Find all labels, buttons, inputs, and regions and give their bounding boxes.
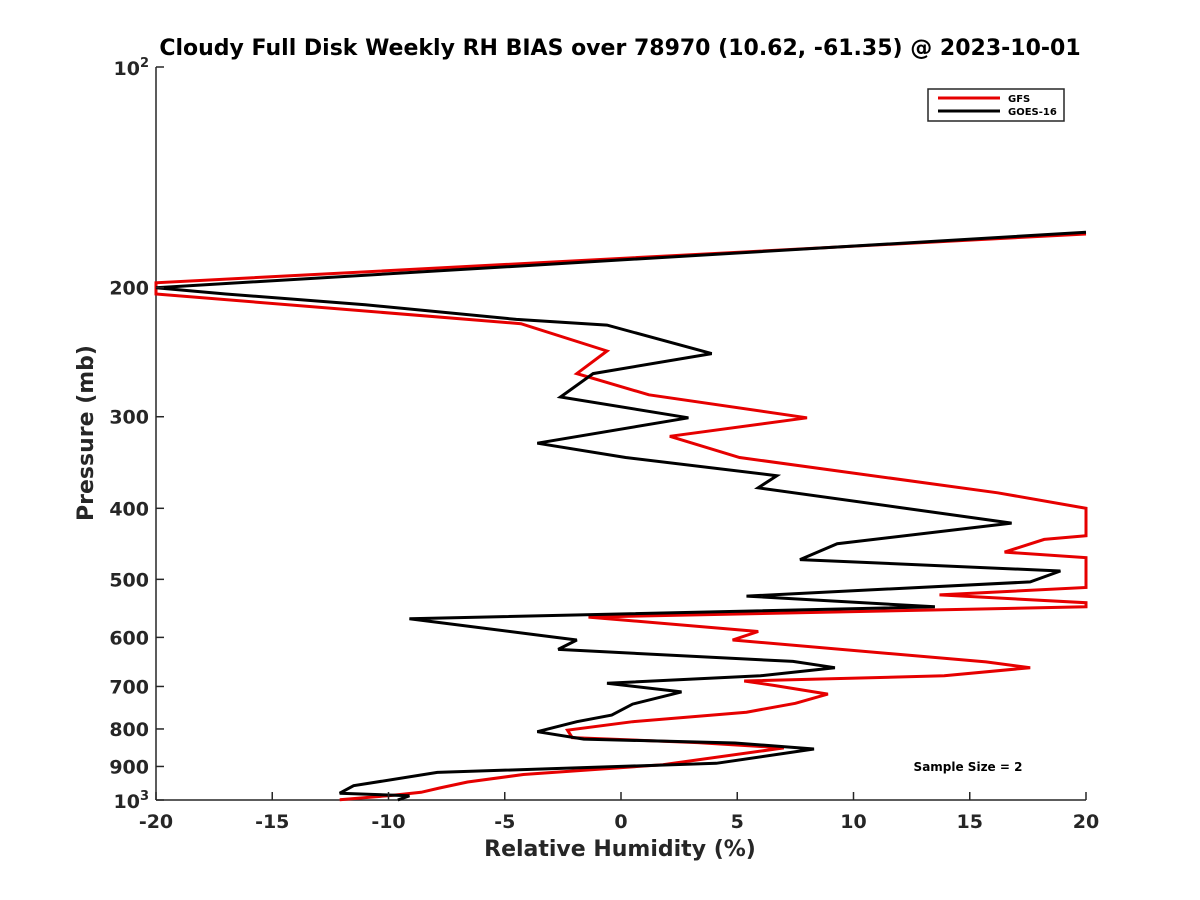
y-tick-label: 500 (109, 569, 149, 591)
y-tick-label: 800 (109, 719, 149, 741)
series-line-goes-16 (155, 230, 1087, 802)
x-tick-label: 20 (1073, 811, 1099, 833)
legend-box (927, 88, 1065, 122)
y-axis: 102 200 300 400 500 600 700 800 900 103 (109, 56, 164, 813)
y-tick-label: 103 (114, 789, 150, 813)
x-tick-label: -10 (371, 811, 405, 833)
x-tick-label: -5 (494, 811, 515, 833)
x-axis: -20 -15 -10 -5 0 5 10 15 20 (139, 792, 1099, 833)
y-axis-label: Pressure (mb) (74, 345, 99, 521)
y-tick-label: 600 (109, 627, 149, 649)
x-axis-label: Relative Humidity (%) (484, 837, 756, 862)
y-tick-label: 102 (114, 56, 150, 80)
x-tick-label: -15 (255, 811, 289, 833)
legend-label-gfs: GFS (1008, 94, 1030, 105)
y-tick-label: 900 (109, 756, 149, 778)
sample-size-annotation: Sample Size = 2 (914, 760, 1023, 774)
x-tick-label: 0 (614, 811, 627, 833)
x-tick-label: -20 (139, 811, 173, 833)
x-tick-label: 15 (957, 811, 983, 833)
legend: GFS GOES-16 (927, 88, 1065, 122)
y-tick-label: 400 (109, 498, 149, 520)
x-tick-label: 5 (731, 811, 744, 833)
chart-title: Cloudy Full Disk Weekly RH BIAS over 789… (159, 36, 1080, 61)
series-line-gfs (154, 232, 1088, 802)
series-layer (154, 230, 1088, 802)
legend-label-goes-16: GOES-16 (1008, 107, 1057, 118)
y-tick-label: 300 (109, 407, 149, 429)
y-tick-label: 200 (109, 278, 149, 300)
x-tick-label: 10 (840, 811, 866, 833)
plot-area (155, 67, 1086, 801)
y-tick-label: 700 (109, 676, 149, 698)
